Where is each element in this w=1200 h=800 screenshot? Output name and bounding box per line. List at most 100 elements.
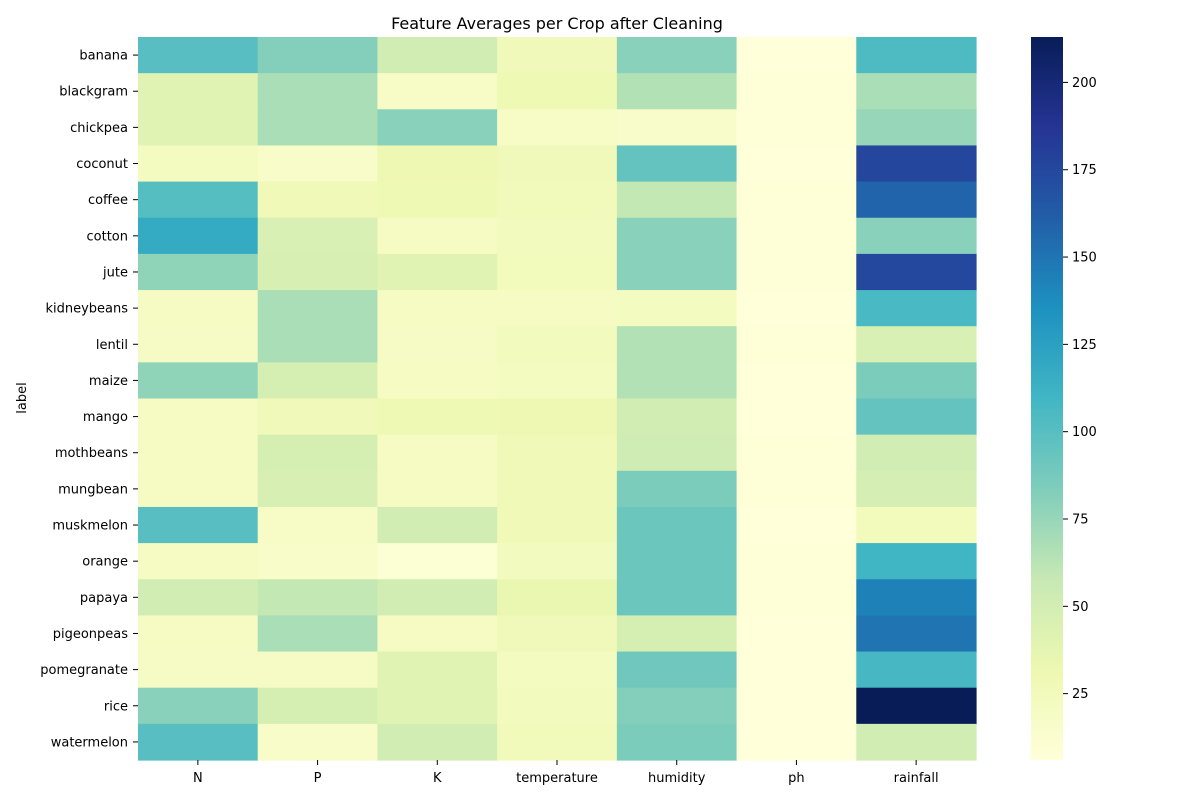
heatmap-cell [497,37,618,74]
row-label: maize [89,374,128,389]
heatmap-cell [736,73,857,110]
heatmap-cell [377,290,498,327]
row-label: watermelon [51,735,128,750]
heatmap-cell [257,109,379,147]
heatmap-cell [616,290,738,327]
chart-title: Feature Averages per Crop after Cleaning [391,14,723,33]
heatmap-cell [257,434,379,472]
heatmap-cell [257,398,379,436]
y-axis-label: label [15,382,30,413]
heatmap-cell [856,217,977,255]
heatmap-cell [856,73,977,110]
colorbar-tick-label: 75 [1072,513,1089,528]
heatmap-cell [497,615,618,653]
column-label: rainfall [894,771,939,786]
heatmap-cell [616,326,738,363]
heatmap-cell [497,290,618,327]
heatmap-cell [257,723,379,761]
heatmap-cell [377,651,498,689]
heatmap-cell [138,615,259,653]
heatmap-cell [257,253,379,291]
heatmap-cell [257,615,379,653]
heatmap-cell [377,615,498,653]
heatmap-cell [138,651,259,689]
row-label: lentil [96,338,128,353]
heatmap-cell [138,217,259,255]
heatmap-cell [377,506,498,544]
heatmap-cell [138,73,259,110]
heatmap-cell [856,470,977,508]
heatmap-cell [257,290,379,327]
heatmap-cell [377,543,498,580]
heatmap-cell [616,723,738,761]
row-label: banana [79,49,128,64]
heatmap-cell [856,362,977,400]
heatmap-cell [257,651,379,689]
heatmap-cell [616,398,738,436]
heatmap-cell [736,687,857,725]
heatmap-cell [616,543,738,580]
heatmap-cell [736,217,857,255]
colorbar-tick-label: 200 [1072,76,1097,91]
heatmap-cell [377,253,498,291]
heatmap-cell [616,470,738,508]
heatmap-cell [497,398,618,436]
heatmap-cell [377,470,498,508]
column-label: ph [788,771,805,786]
heatmap-cell [497,506,618,544]
row-label: mungbean [58,482,128,497]
heatmap-cell [138,253,259,291]
colorbar-ticks: 25 50 75 100 125 150 175 200 [1063,76,1097,702]
heatmap-cell [736,181,857,219]
heatmap-cell [257,543,379,580]
heatmap-cell [616,615,738,653]
heatmap-cell [257,579,379,616]
heatmap-cell [257,326,379,363]
heatmap-cell [377,362,498,400]
heatmap-cell [616,37,738,74]
heatmap-cell [377,579,498,616]
heatmap-cell [138,181,259,219]
heatmap-cell [257,687,379,725]
heatmap-cell [497,543,618,580]
heatmap-cell [616,109,738,147]
heatmap-cell [257,181,379,219]
heatmap-cell [138,579,259,616]
heatmap-cell [736,398,857,436]
heatmap-cell [736,615,857,653]
heatmap-cell [257,217,379,255]
heatmap-cell [138,37,259,74]
heatmap-cell [497,181,618,219]
heatmap-cell [257,362,379,400]
heatmap-cell [736,506,857,544]
heatmap-cell [497,470,618,508]
colorbar-tick-label: 100 [1072,425,1097,440]
heatmap-cell [616,687,738,725]
heatmap-cell [138,290,259,327]
heatmap-cell [856,253,977,291]
heatmap-cell [736,651,857,689]
heatmap-cell [257,470,379,508]
heatmap-cell [616,434,738,472]
row-label: chickpea [70,121,128,136]
row-label: coffee [88,193,128,208]
row-label: kidneybeans [45,302,128,317]
column-label: P [314,771,322,786]
row-label: jute [102,265,128,280]
row-labels: banana blackgram chickpea coconut coffee cott… [40,49,138,750]
row-label: orange [82,555,128,570]
heatmap-cell [856,723,977,761]
heatmap-cell [856,506,977,544]
heatmap-cell [377,73,498,110]
heatmap-cell [138,723,259,761]
heatmap-cell [138,326,259,363]
heatmap-cell [138,109,259,147]
row-label: pigeonpeas [53,627,129,642]
heatmap-cell [377,217,498,255]
heatmap-cell [736,145,857,183]
row-label: muskmelon [52,519,128,534]
heatmap-cell [497,217,618,255]
heatmap-cell [377,723,498,761]
